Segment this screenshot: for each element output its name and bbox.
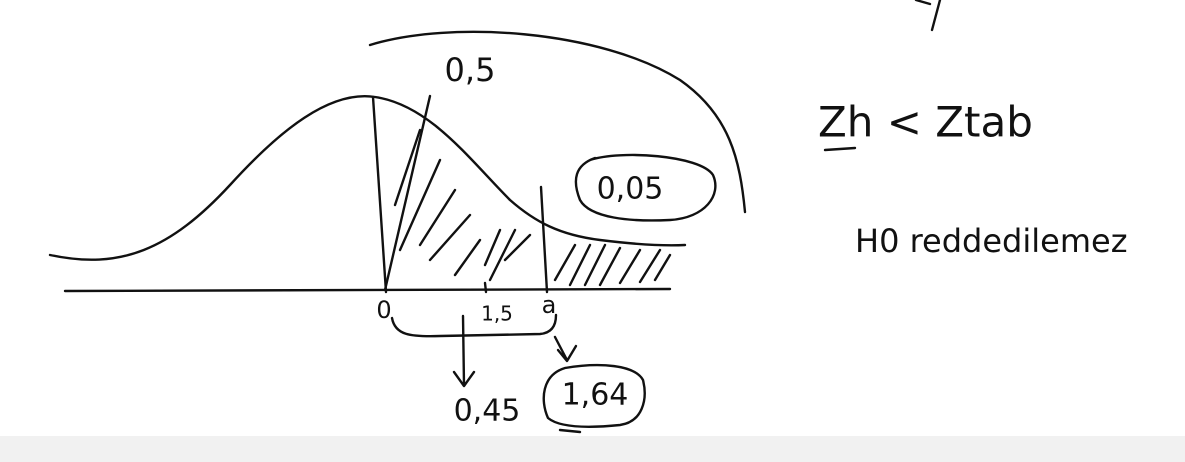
hatching	[393, 128, 672, 287]
x-axis	[63, 287, 672, 293]
middle-area-label: 0,45	[454, 394, 521, 429]
arrow-critical	[553, 335, 578, 363]
tail-area-label: 0,05	[597, 172, 664, 207]
pointer-line	[383, 94, 432, 292]
bottom-bar	[0, 436, 1185, 462]
mid-value-label: 1,5	[481, 302, 513, 326]
critical-point-label: a	[542, 291, 557, 319]
origin-label: 0	[376, 296, 391, 324]
bracket-arc	[368, 30, 747, 214]
critical-line	[539, 185, 549, 294]
tail-box	[574, 153, 717, 222]
mean-line	[371, 95, 388, 294]
comparison-text: Zh < Ztab	[818, 98, 1033, 147]
underline	[823, 146, 857, 152]
tick-1-5	[483, 281, 488, 294]
brace	[390, 313, 558, 338]
canvas	[0, 0, 1185, 436]
arrow-down	[452, 314, 476, 388]
top-area-label: 0,5	[445, 51, 496, 89]
top-scribble	[914, 0, 942, 32]
conclusion-text: H0 reddedilemez	[855, 222, 1127, 260]
value-box	[542, 363, 646, 434]
normal-curve	[48, 95, 687, 261]
critical-value-label: 1,64	[562, 378, 629, 413]
